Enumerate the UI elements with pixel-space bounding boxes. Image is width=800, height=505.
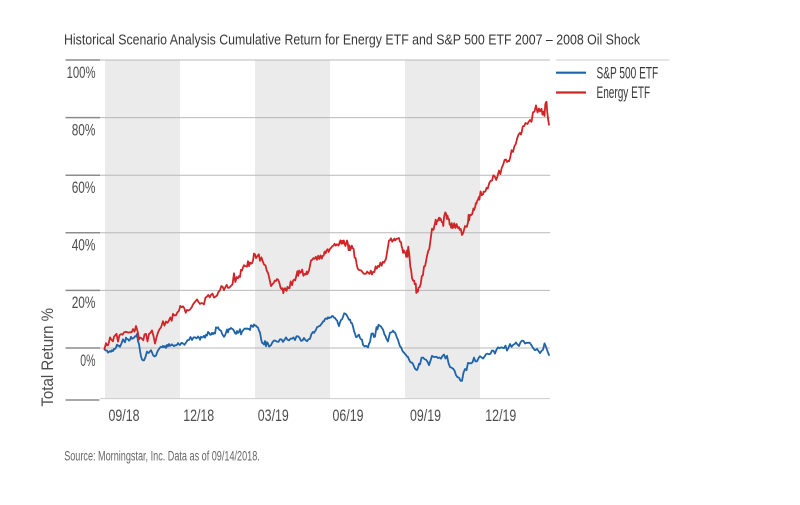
svg-text:100%: 100%	[67, 64, 96, 82]
svg-text:06/19: 06/19	[333, 407, 364, 425]
svg-text:80%: 80%	[72, 121, 96, 139]
svg-text:Total Return %: Total Return %	[39, 308, 57, 407]
svg-text:09/19: 09/19	[410, 407, 441, 425]
svg-text:0%: 0%	[80, 352, 95, 370]
svg-text:20%: 20%	[72, 294, 96, 312]
svg-text:Historical Scenario Analysis C: Historical Scenario Analysis Cumulative …	[64, 31, 640, 48]
svg-text:09/18: 09/18	[109, 407, 140, 425]
svg-text:03/19: 03/19	[258, 407, 289, 425]
svg-text:Energy ETF: Energy ETF	[597, 84, 651, 102]
svg-text:S&P 500 ETF: S&P 500 ETF	[597, 64, 659, 82]
svg-text:40%: 40%	[72, 237, 96, 255]
svg-text:12/18: 12/18	[183, 407, 214, 425]
svg-text:Source: Morningstar, Inc. Data: Source: Morningstar, Inc. Data as of 09/…	[64, 448, 260, 463]
svg-text:60%: 60%	[72, 179, 96, 197]
svg-text:12/19: 12/19	[485, 407, 516, 425]
